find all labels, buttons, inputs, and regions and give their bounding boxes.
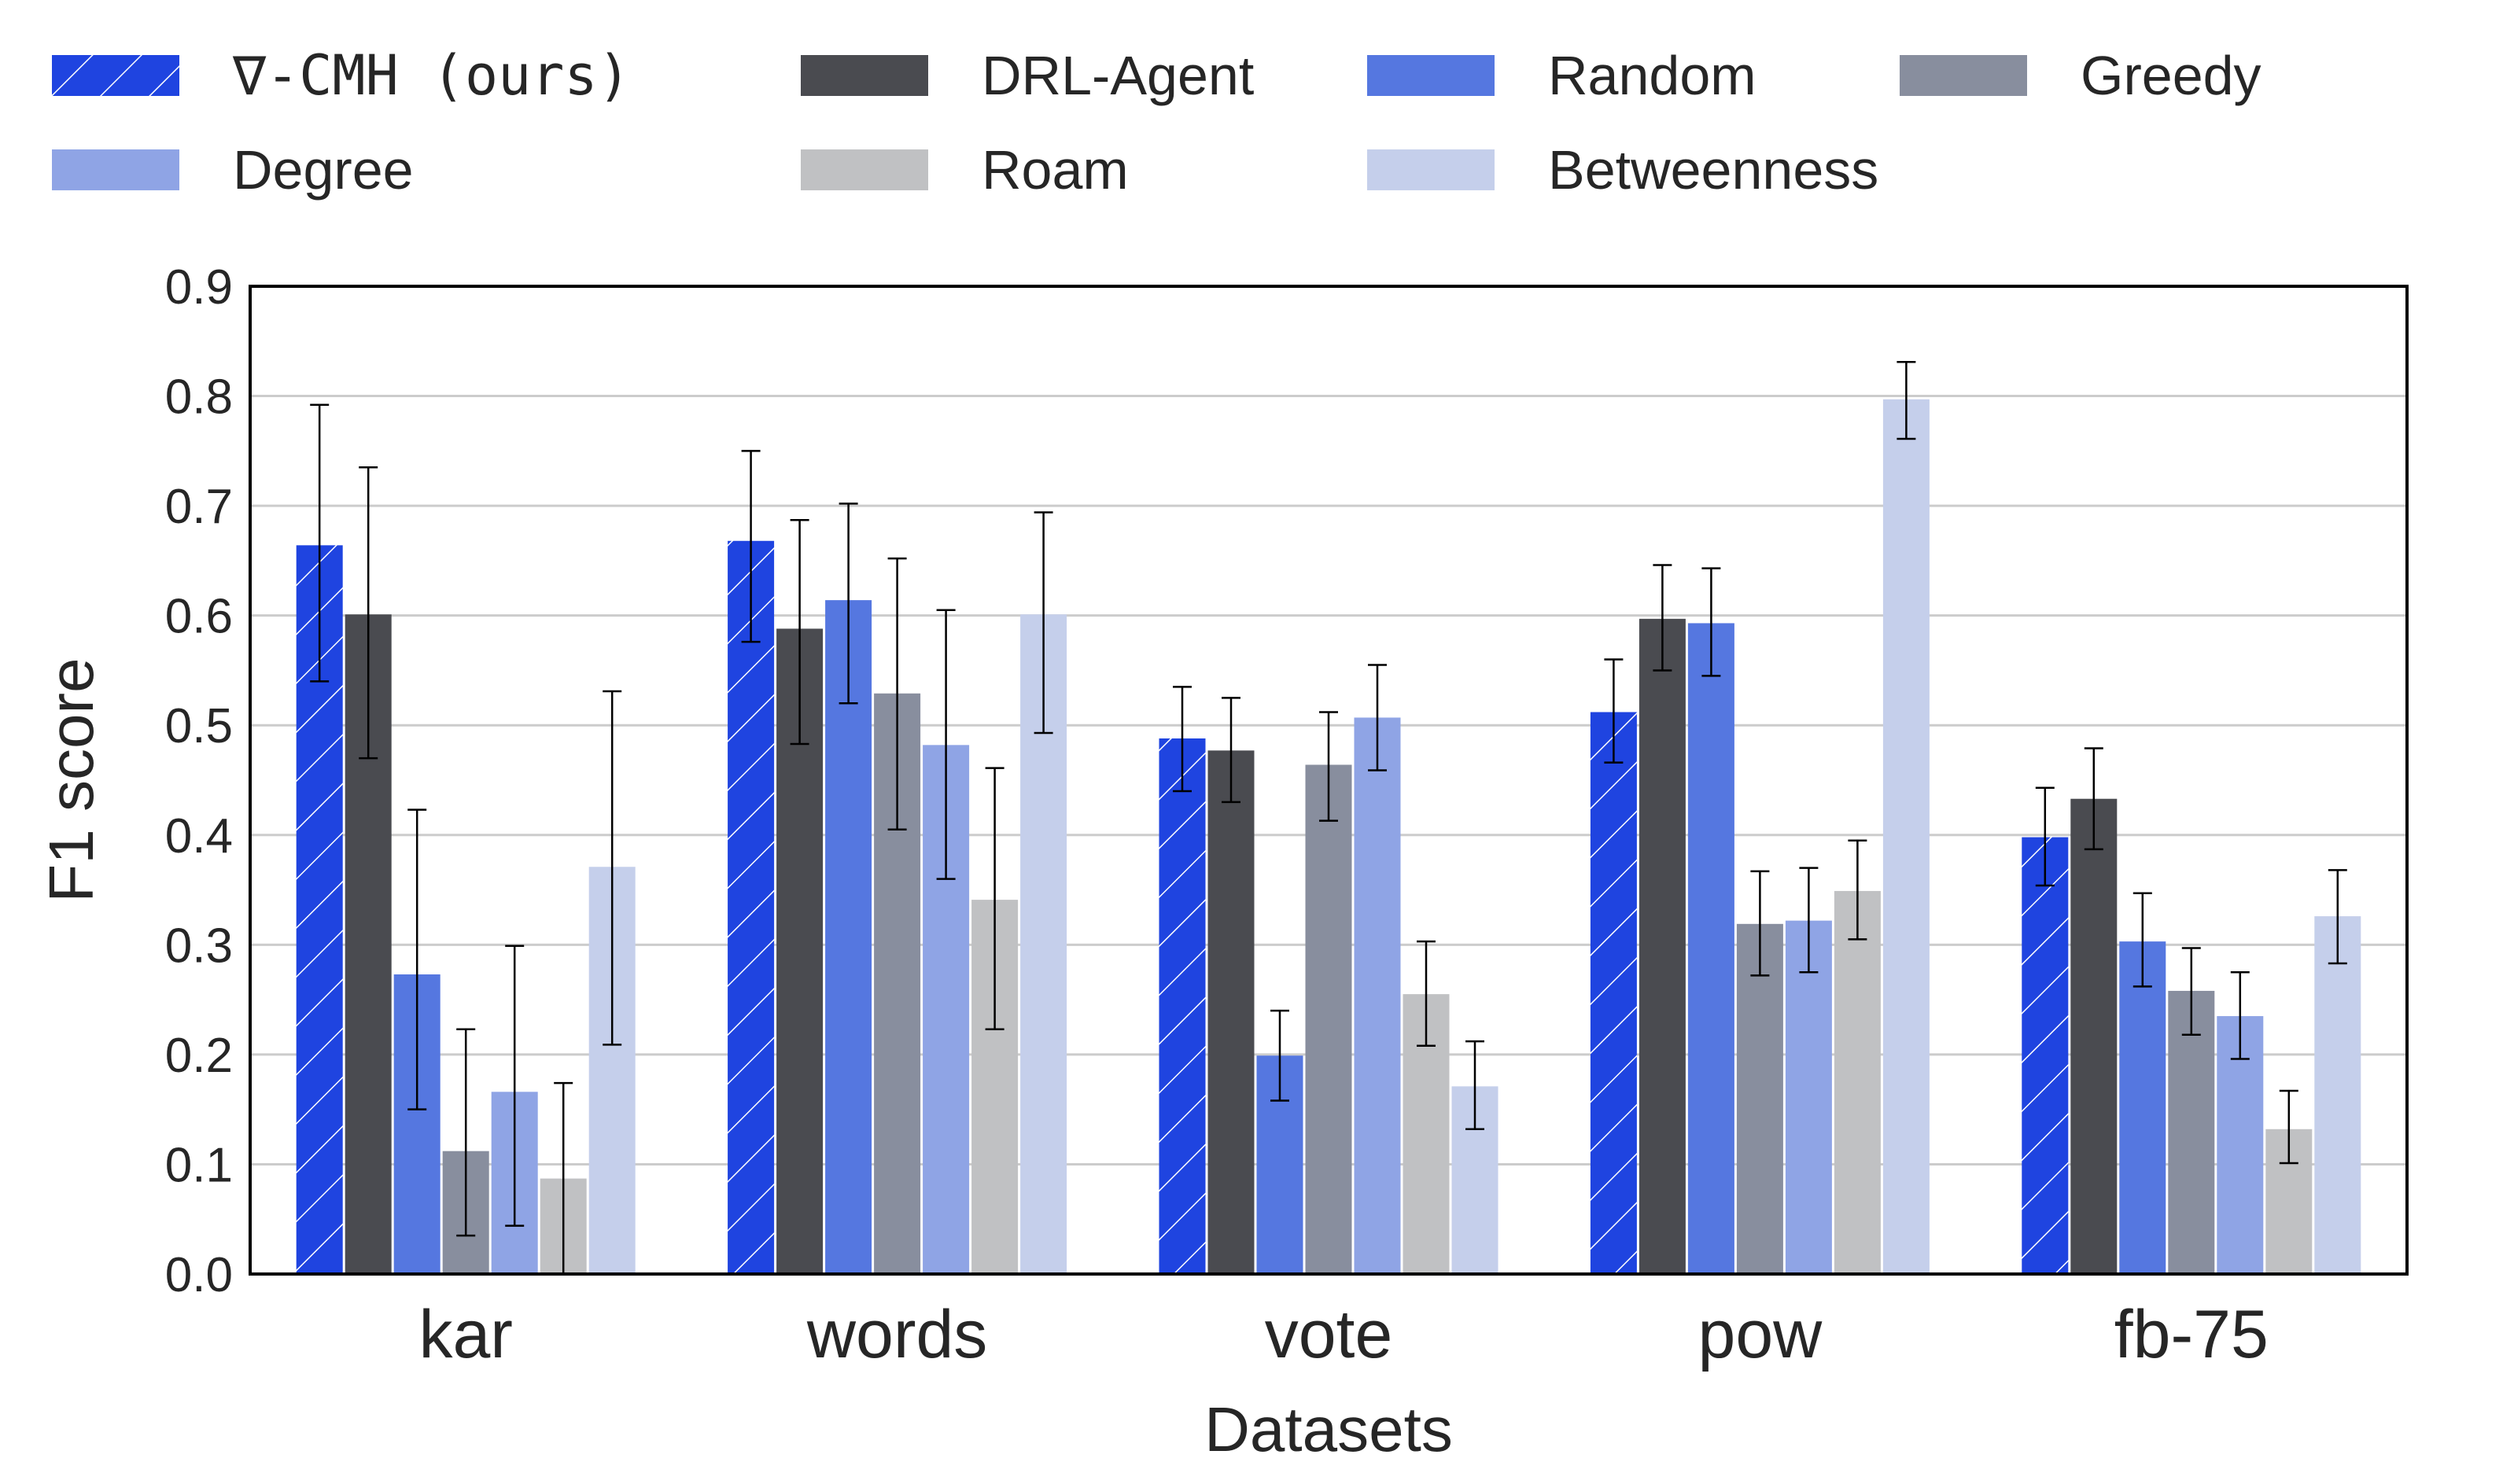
legend-swatch (1900, 55, 2027, 96)
bar (728, 540, 775, 1274)
legend-label: ∇-CMH (ours) (232, 43, 631, 108)
y-tick-label: 0.0 (165, 1248, 233, 1302)
bar (2119, 941, 2166, 1274)
legend-label: Roam (982, 139, 1129, 201)
bar (1590, 712, 1637, 1274)
y-axis-label: F1 score (36, 657, 106, 902)
y-tick-label: 0.9 (165, 260, 233, 315)
y-tick-label: 0.1 (165, 1138, 233, 1192)
x-axis-ticks: kar words vote pow fb-75 (418, 1297, 2268, 1372)
x-tick-label: words (806, 1297, 987, 1372)
y-tick-label: 0.4 (165, 809, 233, 864)
x-tick-label: vote (1265, 1297, 1393, 1372)
legend-label: Greedy (2081, 45, 2261, 106)
x-tick-label: fb-75 (2114, 1297, 2269, 1372)
bar (2022, 837, 2069, 1274)
x-tick-label: kar (418, 1297, 512, 1372)
legend: ∇-CMH (ours) DRL-Agent Random Greedy Degree R… (52, 43, 2261, 201)
bar (825, 600, 872, 1274)
bar (1207, 750, 1255, 1274)
bar (1639, 618, 1686, 1274)
y-axis-ticks: 0.0 0.1 0.2 0.3 0.4 0.5 0.6 0.7 0.8 0.9 (165, 260, 233, 1302)
y-tick-label: 0.8 (165, 370, 233, 425)
y-tick-label: 0.7 (165, 480, 233, 534)
bar (1736, 923, 1783, 1274)
x-tick-label: pow (1698, 1297, 1823, 1372)
y-tick-label: 0.5 (165, 699, 233, 753)
bar (1882, 399, 1930, 1275)
legend-label: Betweenness (1548, 139, 1878, 201)
bar (1354, 717, 1401, 1274)
bars (296, 399, 2361, 1275)
plot-frame (249, 285, 2409, 1276)
bar (1687, 623, 1734, 1274)
legend-swatch (801, 149, 928, 190)
legend-swatch (1367, 55, 1495, 96)
y-tick-label: 0.3 (165, 919, 233, 973)
bar (2314, 916, 2361, 1274)
bar (2070, 798, 2118, 1274)
legend-swatch (52, 149, 179, 190)
error-bars (310, 361, 2347, 1276)
x-axis-label: Datasets (1204, 1394, 1453, 1464)
bar (2168, 990, 2215, 1274)
legend-label: Degree (233, 139, 414, 201)
y-tick-label: 0.2 (165, 1029, 233, 1083)
bar (1834, 890, 1881, 1274)
legend-swatch (52, 55, 179, 96)
bar (1785, 920, 1832, 1274)
legend-label: DRL-Agent (982, 45, 1254, 106)
y-tick-label: 0.6 (165, 590, 233, 644)
bar (1159, 738, 1206, 1274)
legend-swatch (801, 55, 928, 96)
legend-label: Random (1548, 45, 1756, 106)
bar (1305, 764, 1352, 1274)
legend-swatch (1367, 149, 1495, 190)
